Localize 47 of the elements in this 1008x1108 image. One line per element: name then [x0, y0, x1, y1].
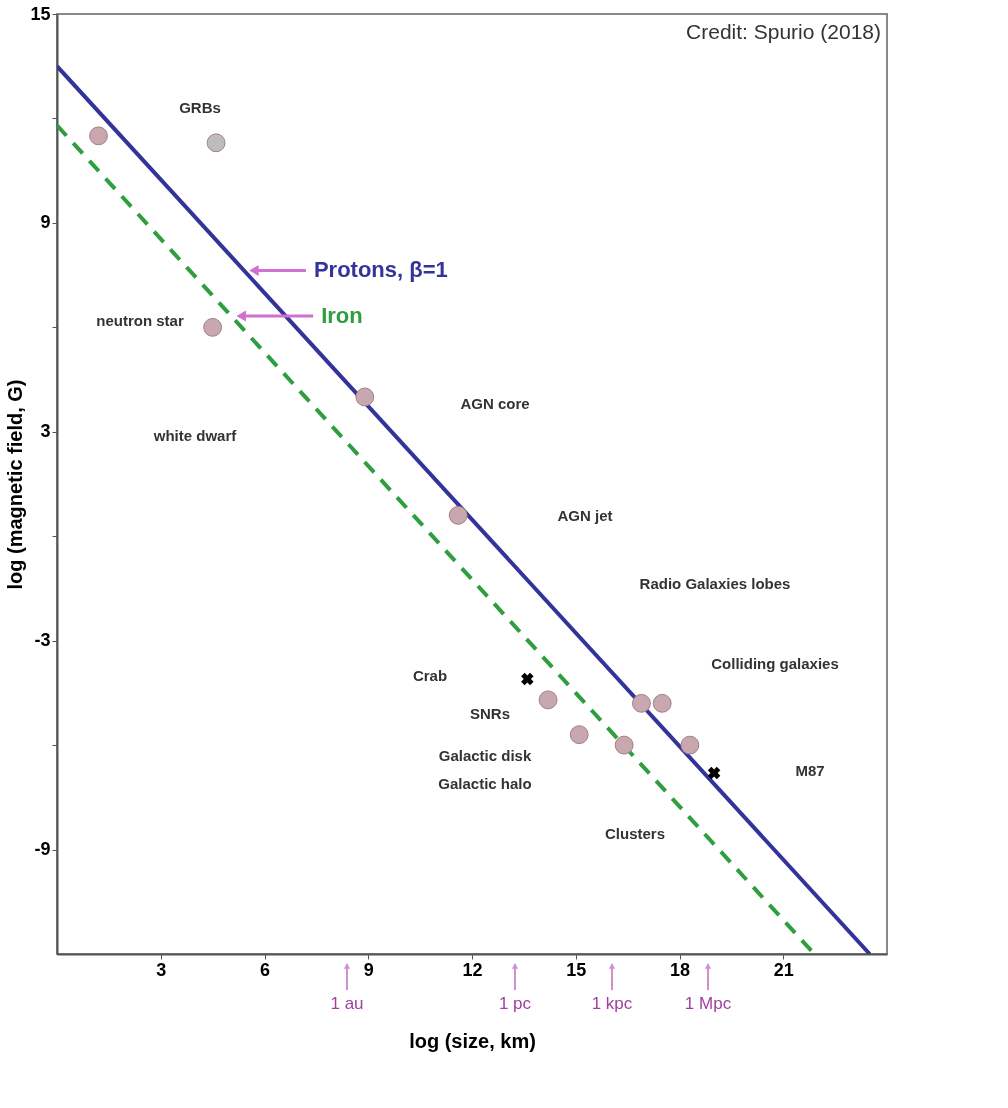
x-tick-label: 12: [462, 959, 483, 980]
annotation: Credit: Spurio (2018): [686, 20, 881, 43]
x-axis-title: log (size, km): [409, 1029, 536, 1052]
text: 1 au: [330, 994, 364, 1013]
annotation: Radio Galaxies lobes: [639, 575, 791, 592]
annotation: Galactic halo: [438, 775, 532, 792]
annotation: neutron star: [96, 312, 184, 329]
annotation: Clusters: [604, 825, 666, 842]
x-tick-label: 6: [259, 959, 271, 980]
point: [632, 693, 651, 713]
x-tick-label: 3: [156, 959, 167, 980]
y-tick-label: -3: [34, 630, 51, 651]
annotation: SNRs: [469, 705, 511, 722]
x-tick-label: 9: [363, 959, 374, 980]
annotation: M87: [795, 762, 825, 779]
y-tick-label: 15: [30, 3, 51, 24]
annotation: GRBs: [179, 99, 221, 116]
text: 1 pc: [498, 994, 532, 1013]
point: [521, 672, 534, 686]
y-tick-label: 3: [40, 421, 51, 442]
y-tick-label: 9: [40, 212, 51, 233]
x-tick-label: 21: [773, 959, 794, 980]
point: [203, 317, 223, 337]
point: [538, 690, 558, 710]
y-axis-title: log (magnetic field, G): [4, 379, 27, 590]
point: [680, 735, 700, 755]
point: [707, 766, 721, 780]
text: Iron: [321, 302, 363, 328]
point: [89, 126, 108, 146]
annotation: Crab: [412, 667, 448, 684]
text: 1 Mpc: [684, 994, 732, 1013]
point: [652, 693, 672, 713]
series-label: Protons, β=1: [313, 257, 448, 283]
point: [355, 387, 375, 407]
annotation: AGN core: [460, 395, 530, 412]
annotation: Galactic disk: [438, 747, 532, 764]
x-tick-label: 18: [669, 959, 691, 980]
point: [614, 735, 634, 755]
point: [569, 725, 589, 745]
annotation: AGN jet: [557, 507, 613, 524]
annotation: white dwarf: [152, 427, 238, 444]
point: [206, 133, 226, 153]
point: [448, 505, 468, 525]
text: 1 kpc: [591, 994, 633, 1013]
y-tick-label: -9: [34, 839, 51, 860]
annotation: Colliding galaxies: [711, 655, 839, 672]
x-tick-label: 15: [566, 959, 587, 980]
